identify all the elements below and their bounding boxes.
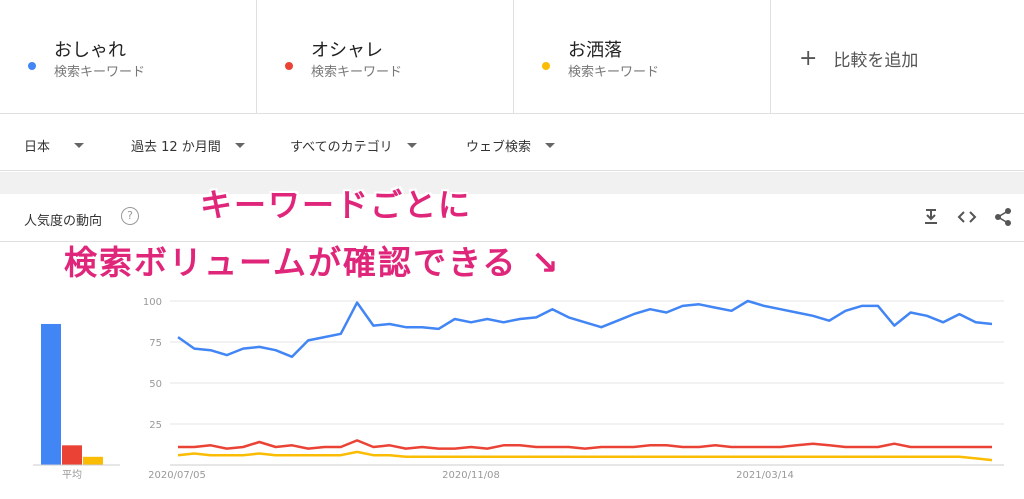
series-color-dot bbox=[542, 62, 550, 70]
series-line bbox=[177, 299, 993, 359]
term-type: 検索キーワード bbox=[54, 65, 146, 80]
share-icon[interactable] bbox=[992, 206, 1014, 228]
embed-icon[interactable] bbox=[956, 206, 978, 228]
term-card-2[interactable]: オシャレ 検索キーワード bbox=[257, 0, 514, 114]
series-color-dot bbox=[285, 62, 293, 70]
add-comparison-card[interactable]: + 比較を追加 bbox=[771, 0, 1024, 114]
term-card-1[interactable]: おしゃれ 検索キーワード bbox=[0, 0, 257, 114]
comparison-terms-bar: おしゃれ 検索キーワード オシャレ 検索キーワード お洒落 検索キーワード + … bbox=[0, 0, 1024, 114]
y-tick-label: 25 bbox=[149, 420, 162, 431]
filter-label: すべてのカテゴリ bbox=[290, 140, 393, 155]
term-name: おしゃれ bbox=[54, 40, 126, 61]
section-divider bbox=[0, 172, 1024, 194]
x-tick-label: 2020/07/05 bbox=[148, 470, 206, 481]
add-comparison-button[interactable]: + 比較を追加 bbox=[799, 46, 918, 71]
average-bar bbox=[83, 456, 103, 465]
filter-bar: 日本 過去 12 か月間 すべてのカテゴリ ウェブ検索 bbox=[0, 115, 1024, 171]
download-icon[interactable] bbox=[920, 206, 942, 228]
series-line bbox=[177, 450, 993, 462]
region-filter[interactable]: 日本 bbox=[24, 136, 85, 155]
term-type: 検索キーワード bbox=[311, 65, 403, 80]
series-color-dot bbox=[28, 62, 36, 70]
term-name: オシャレ bbox=[311, 40, 383, 61]
time-range-filter[interactable]: 過去 12 か月間 bbox=[131, 136, 245, 155]
term-card-3[interactable]: お洒落 検索キーワード bbox=[514, 0, 771, 114]
average-bar bbox=[62, 445, 82, 465]
average-bar bbox=[41, 323, 61, 465]
x-tick-label: 2021/03/14 bbox=[736, 470, 794, 481]
annotation-line-2: 検索ボリュームが確認できる ↘ bbox=[64, 243, 561, 282]
dropdown-arrow-icon bbox=[234, 143, 245, 148]
dropdown-arrow-icon bbox=[406, 143, 417, 148]
series-line bbox=[178, 439, 992, 450]
card-header: 人気度の動向 ? bbox=[0, 194, 1024, 242]
filter-label: ウェブ検索 bbox=[466, 140, 532, 155]
dropdown-arrow-icon bbox=[545, 143, 556, 148]
question-icon[interactable]: ? bbox=[121, 207, 139, 225]
y-tick-label: 75 bbox=[149, 338, 162, 349]
annotation-line-1: キーワードごとに bbox=[200, 186, 473, 224]
term-type: 検索キーワード bbox=[568, 65, 660, 80]
x-tick-label: 2020/11/08 bbox=[442, 470, 500, 481]
add-comparison-label: 比較を追加 bbox=[833, 51, 919, 71]
dropdown-arrow-icon bbox=[74, 143, 85, 148]
y-tick-label: 100 bbox=[143, 297, 162, 308]
y-tick-label: 50 bbox=[149, 379, 162, 390]
filter-label: 過去 12 か月間 bbox=[131, 140, 221, 155]
average-label: 平均 bbox=[62, 469, 82, 481]
term-name: お洒落 bbox=[568, 40, 622, 61]
interest-chart: 25 50 75 100 平均 2020/07/05 2020/11/08 2021/03… bbox=[33, 297, 1004, 481]
interest-over-time-card: 人気度の動向 ? bbox=[0, 194, 1024, 499]
filter-label: 日本 bbox=[24, 140, 51, 155]
category-filter[interactable]: すべてのカテゴリ bbox=[290, 136, 417, 155]
search-type-filter[interactable]: ウェブ検索 bbox=[466, 136, 556, 155]
plus-icon: + bbox=[799, 45, 818, 71]
card-title: 人気度の動向 bbox=[24, 214, 103, 229]
